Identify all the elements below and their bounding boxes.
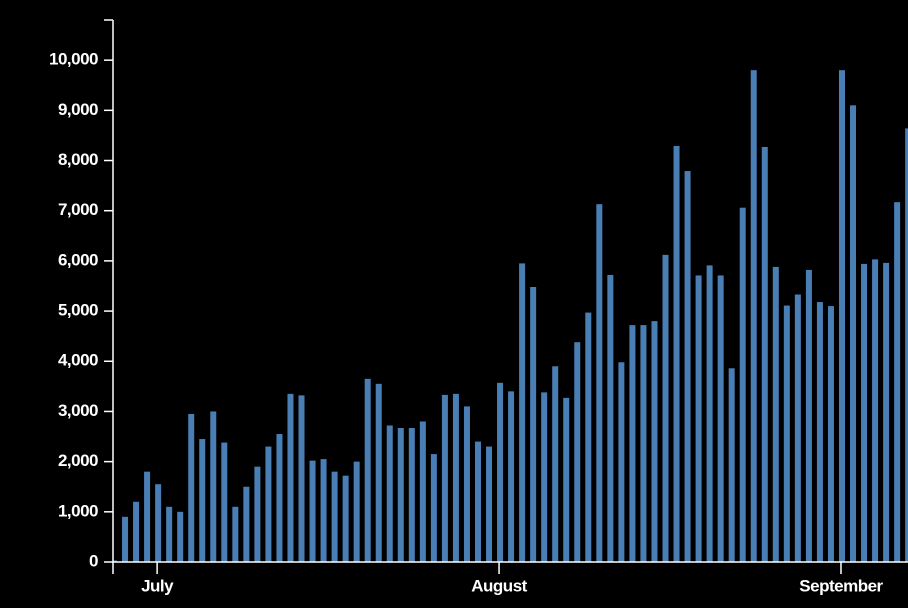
y-tick-label: 7,000	[58, 200, 98, 219]
bar	[276, 434, 283, 562]
bar	[508, 391, 515, 562]
bar	[397, 428, 404, 562]
bar	[552, 366, 559, 562]
bar	[309, 460, 316, 562]
bar	[486, 446, 493, 562]
bar	[364, 378, 371, 562]
bar	[320, 459, 327, 562]
bar	[441, 394, 448, 562]
y-tick-label: 8,000	[58, 150, 98, 169]
y-tick-label: 6,000	[58, 250, 98, 269]
bar	[474, 441, 481, 562]
bar	[596, 204, 603, 562]
bar	[816, 302, 823, 562]
y-tick-label: 10,000	[49, 50, 98, 69]
bar	[861, 263, 868, 562]
bar	[419, 421, 426, 562]
bar	[122, 516, 129, 562]
bar	[850, 105, 857, 562]
bar	[265, 446, 272, 562]
bar	[750, 70, 757, 563]
bar	[113, 560, 117, 562]
bar	[353, 461, 360, 562]
y-tick-label: 2,000	[58, 451, 98, 470]
bar	[541, 392, 548, 562]
bar	[805, 269, 812, 562]
bar	[463, 406, 470, 562]
y-tick-label: 3,000	[58, 401, 98, 420]
bar	[673, 145, 680, 562]
bar	[342, 475, 349, 562]
bar	[144, 471, 151, 562]
x-tick-label: August	[471, 576, 527, 595]
x-tick-label: September	[799, 576, 883, 595]
bar	[563, 397, 570, 562]
bar	[607, 274, 614, 562]
bar	[684, 171, 691, 562]
bar	[232, 506, 239, 562]
bar	[651, 321, 658, 562]
bar	[585, 312, 592, 562]
bar	[519, 263, 526, 562]
bar	[221, 442, 228, 562]
bar	[210, 411, 217, 562]
bar	[794, 294, 801, 562]
y-tick-label: 9,000	[58, 100, 98, 119]
bar	[386, 425, 393, 562]
y-tick-label: 1,000	[58, 501, 98, 520]
bar	[883, 262, 890, 562]
bar	[430, 454, 437, 562]
bar	[894, 202, 901, 562]
bar	[662, 254, 669, 562]
bar	[497, 382, 504, 562]
bar	[375, 383, 382, 562]
bar	[827, 306, 834, 562]
bar	[761, 146, 768, 563]
bar	[872, 259, 879, 562]
y-tick-label: 0	[89, 551, 98, 570]
bar	[783, 305, 790, 562]
bar	[408, 428, 415, 562]
bar	[739, 207, 746, 562]
bar	[640, 325, 647, 562]
bar	[772, 266, 779, 562]
bar	[287, 393, 294, 562]
x-tick-label: July	[141, 576, 174, 595]
bar	[574, 342, 581, 562]
bar	[133, 501, 140, 562]
bar	[188, 413, 195, 562]
bar	[618, 362, 625, 562]
bar	[177, 511, 184, 562]
bar	[905, 128, 908, 562]
bar	[530, 286, 537, 562]
bar	[331, 471, 338, 562]
bar	[717, 275, 724, 562]
y-tick-label: 5,000	[58, 301, 98, 320]
bars	[113, 70, 908, 563]
bar	[243, 486, 250, 562]
bar	[452, 393, 459, 562]
y-tick-label: 4,000	[58, 351, 98, 370]
bar	[629, 325, 636, 562]
bar	[728, 368, 735, 562]
bar	[199, 439, 206, 562]
bar	[155, 484, 162, 562]
bar	[166, 506, 173, 562]
bar	[254, 466, 261, 562]
bar	[706, 265, 713, 562]
bar	[298, 395, 305, 562]
bar	[838, 70, 845, 563]
bar	[695, 275, 702, 562]
